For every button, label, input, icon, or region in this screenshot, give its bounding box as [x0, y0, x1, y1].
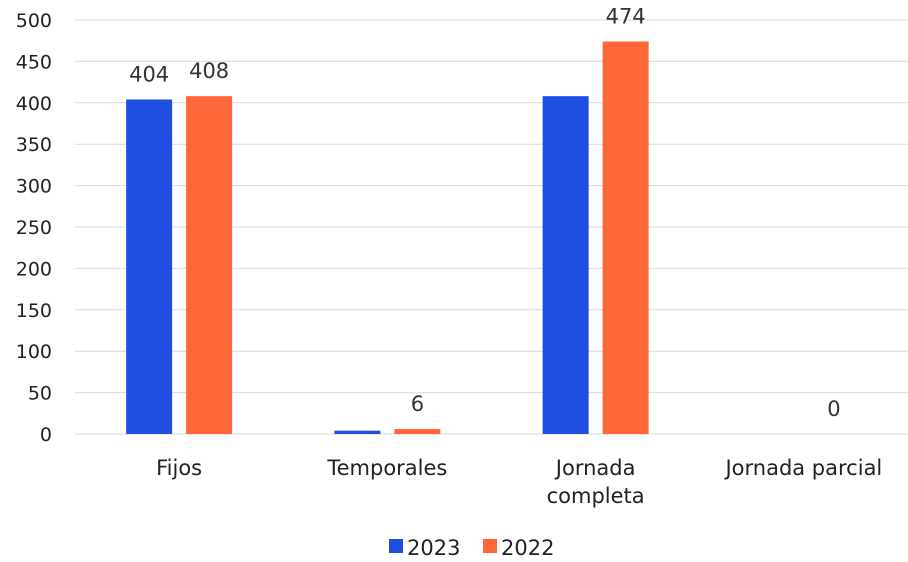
y-tick-label: 500: [16, 10, 52, 32]
data-label-2022: 408: [189, 59, 229, 83]
data-label-2023: 404: [129, 62, 169, 86]
category-label: Temporales: [326, 456, 447, 480]
y-tick-label: 200: [16, 258, 52, 280]
legend-swatch-2023: [389, 539, 403, 553]
bar-2023: [542, 96, 589, 435]
bars: [126, 41, 649, 435]
x-axis: Fijos Temporales Jornada completa Jornada pa…: [156, 456, 882, 508]
bar-2023: [126, 99, 173, 434]
bar-2022: [186, 96, 233, 435]
y-axis: 0 50 100 150 200 250 300 350 400 450 500: [16, 10, 52, 446]
category-label: Fijos: [156, 456, 202, 480]
legend-swatch-2022: [483, 539, 497, 553]
y-tick-label: 0: [40, 424, 52, 446]
y-tick-label: 300: [16, 176, 52, 198]
category-label: completa: [547, 484, 645, 508]
y-tick-label: 450: [16, 51, 52, 73]
bar-2022: [602, 41, 649, 434]
y-tick-label: 250: [16, 217, 52, 239]
y-tick-label: 150: [16, 300, 52, 322]
legend-label-2023: 2023: [407, 536, 460, 560]
category-label: Jornada parcial: [723, 456, 882, 480]
y-tick-label: 50: [28, 383, 52, 405]
y-tick-label: 350: [16, 134, 52, 156]
legend-label-2022: 2022: [501, 536, 554, 560]
y-tick-label: 400: [16, 93, 52, 115]
bar-2022: [394, 429, 441, 434]
data-label-2022: 474: [606, 5, 646, 29]
y-tick-label: 100: [16, 341, 52, 363]
data-labels: 404 408 6 474 0: [129, 5, 840, 421]
data-label-2022: 0: [827, 397, 840, 421]
bar-2023: [334, 430, 381, 434]
legend: 2023 2022: [389, 536, 554, 560]
category-label: Jornada: [554, 456, 636, 480]
data-label-2022: 6: [411, 392, 424, 416]
